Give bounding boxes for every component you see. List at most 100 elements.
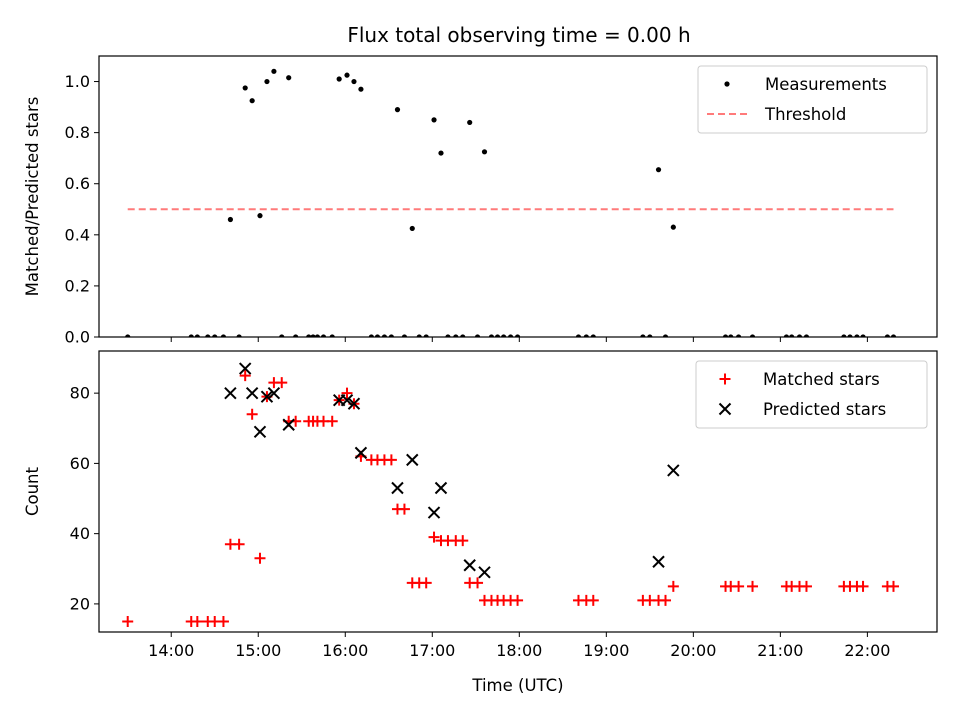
measurement-point <box>320 334 327 337</box>
matched-point <box>246 408 258 420</box>
chart-title: Flux total observing time = 0.00 h <box>347 23 690 47</box>
x-tick-label: 14:00 <box>148 641 194 660</box>
measurement-point <box>890 334 897 337</box>
measurement-point <box>488 334 495 337</box>
y-tick-label: 80 <box>70 384 90 403</box>
matched-point <box>420 577 432 589</box>
measurement-point <box>647 334 653 337</box>
measurement-point <box>847 334 853 337</box>
matched-point <box>239 370 251 382</box>
matched-point <box>887 580 899 592</box>
measurement-point <box>286 75 292 81</box>
measurement-point <box>314 334 321 337</box>
measurement-point <box>409 225 415 232</box>
measurement-point <box>590 334 596 337</box>
x-tick-label: 17:00 <box>409 641 455 660</box>
legend-marker <box>718 402 732 416</box>
measurement-point <box>401 334 408 337</box>
y-tick-label: 0.2 <box>65 276 90 295</box>
y-tick-label: 40 <box>70 524 90 543</box>
matched-point <box>191 615 203 627</box>
measurement-point <box>188 334 194 337</box>
measurement-point <box>394 107 401 113</box>
measurement-point <box>306 334 312 337</box>
matched-point <box>857 580 869 592</box>
legend-marker <box>724 81 730 87</box>
y-tick-label: 60 <box>70 454 90 473</box>
measurement-point <box>445 334 451 337</box>
legend-label: Predicted stars <box>763 400 886 419</box>
matched-point <box>385 454 397 466</box>
measurement-point <box>279 334 285 337</box>
matched-point <box>587 594 599 606</box>
measurement-point <box>789 334 795 337</box>
measurement-point <box>655 167 662 173</box>
predicted-point <box>478 566 491 579</box>
measurement-point <box>735 334 742 337</box>
legend-marker <box>719 373 731 385</box>
measurement-point <box>860 334 866 337</box>
matched-point <box>254 552 266 564</box>
measurement-point <box>438 150 444 156</box>
y-tick-label: 1.0 <box>65 72 90 91</box>
matched-point <box>233 538 245 550</box>
measurement-point <box>481 149 488 155</box>
matched-point <box>667 580 679 592</box>
measurement-point <box>749 334 756 337</box>
measurement-point <box>220 334 227 337</box>
measurement-point <box>884 334 890 337</box>
x-tick-label: 18:00 <box>496 641 542 660</box>
measurement-point <box>242 85 248 91</box>
plot-frame <box>98 350 938 633</box>
predicted-point <box>224 386 237 400</box>
legend-label: Measurements <box>765 75 887 94</box>
predicted-point <box>434 481 448 495</box>
measurement-point <box>388 334 394 337</box>
matched-point <box>276 377 288 389</box>
measurement-point <box>310 334 316 337</box>
measurement-point <box>796 334 803 337</box>
measurement-point <box>194 334 200 337</box>
predicted-point <box>354 446 368 460</box>
matched-point <box>457 535 469 547</box>
measurement-point <box>783 334 790 337</box>
predicted-point <box>260 390 274 403</box>
matched-point <box>512 594 524 606</box>
predicted-point <box>463 559 476 572</box>
predicted-point <box>667 464 680 477</box>
legend-label: Matched stars <box>763 370 880 389</box>
measurement-point <box>336 76 342 82</box>
measurement-point <box>368 334 374 337</box>
predicted-point <box>652 555 665 568</box>
measurement-point <box>728 334 734 337</box>
plot-frame <box>98 55 938 338</box>
measurement-point <box>467 119 473 126</box>
y-tick-label: 0.8 <box>65 123 90 142</box>
matched-point <box>326 415 338 427</box>
measurement-point <box>293 334 299 337</box>
matched-point <box>122 615 134 627</box>
measurement-point <box>583 334 589 337</box>
matched-point <box>472 577 484 589</box>
predicted-point <box>340 393 354 407</box>
measurement-point <box>575 334 582 337</box>
measurement-point <box>264 78 270 85</box>
x-tick-label: 19:00 <box>583 641 629 660</box>
measurement-point <box>854 334 860 337</box>
x-tick-label: 16:00 <box>322 641 368 660</box>
measurement-point <box>453 334 459 337</box>
measurement-point <box>125 334 131 337</box>
measurement-point <box>416 334 422 337</box>
matched-point <box>659 594 671 606</box>
legend-label: Threshold <box>764 105 846 124</box>
y-tick-label: 0.6 <box>65 174 90 193</box>
measurement-point <box>257 213 263 219</box>
measurement-point <box>212 334 218 337</box>
measurement-point <box>271 68 277 74</box>
measurement-point <box>374 334 381 337</box>
x-tick-label: 15:00 <box>235 641 281 660</box>
measurement-point <box>803 334 810 337</box>
measurement-point <box>351 78 357 85</box>
measurement-point <box>358 86 364 92</box>
